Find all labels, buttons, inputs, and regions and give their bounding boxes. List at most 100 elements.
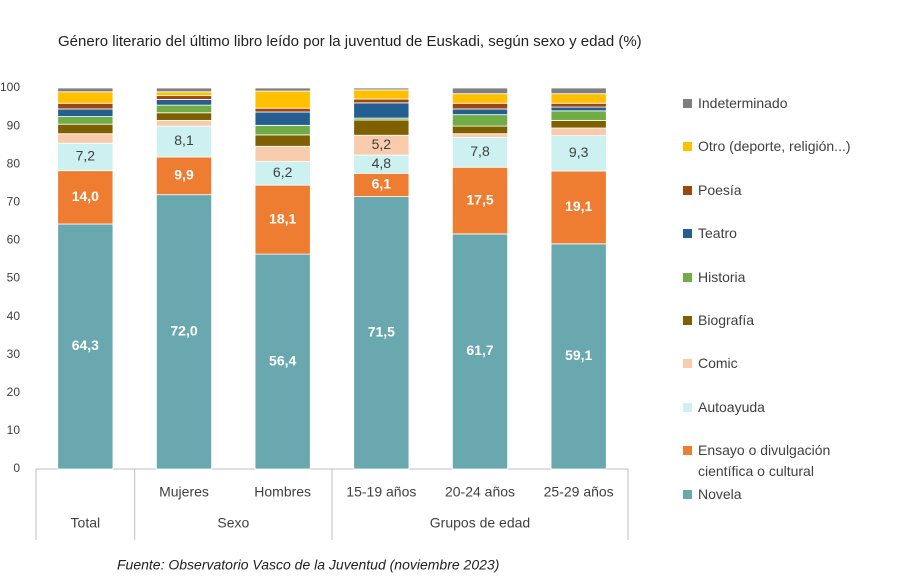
bar-segment: [550, 102, 607, 108]
source-note: Fuente: Observatorio Vasco de la Juventu…: [117, 557, 499, 573]
bar-segment: [254, 124, 311, 136]
legend-swatch: [683, 316, 692, 325]
bar-segment: [155, 99, 213, 106]
bar-segment: [57, 123, 114, 135]
x-tick-label: 15-19 años: [346, 484, 416, 500]
bar-segment: [353, 89, 410, 100]
bar-segment: [155, 112, 213, 121]
group-label: Total: [71, 515, 101, 531]
legend-label: Teatro: [698, 225, 737, 242]
bar-segment: [254, 134, 311, 147]
bar-segment: [550, 135, 607, 172]
bar-segment: [57, 170, 114, 225]
data-label: 6,2: [273, 164, 293, 180]
legend-swatch: [683, 229, 692, 239]
bar-segment: [254, 87, 311, 92]
data-label: 8,1: [174, 132, 194, 148]
legend-swatch: [683, 489, 692, 499]
legend-item: Historia: [683, 267, 883, 288]
group-label: Sexo: [217, 515, 249, 531]
bar-segment: [451, 114, 509, 127]
bar-segment: [57, 133, 114, 144]
bar-segment: [155, 95, 213, 100]
bar-segment: [155, 194, 213, 470]
data-label: 7,2: [76, 148, 96, 164]
bar-segment: [550, 243, 607, 470]
legend-swatch: [683, 402, 692, 412]
bar-segment: [550, 170, 607, 245]
bar-segment: [451, 102, 509, 110]
bar-segment: [451, 93, 509, 104]
data-label: 14,0: [72, 188, 99, 204]
data-label: 59,1: [565, 347, 592, 363]
data-label: 6,1: [372, 176, 392, 192]
legend-label: Otro (deporte, religión...): [698, 138, 851, 155]
bar-segment: [57, 108, 114, 117]
bar-segment: [155, 156, 213, 196]
bar-segment: [254, 253, 311, 470]
legend-label: Historia: [698, 268, 746, 285]
bar-segment: [451, 87, 509, 95]
bar-segment: [254, 145, 311, 162]
bar-segment: [155, 104, 213, 114]
legend-label: Ensayo o divulgación científica o cultur…: [698, 442, 831, 480]
legend-swatch: [683, 359, 692, 369]
legend-swatch: [683, 142, 692, 152]
y-tick-label: 60: [7, 233, 21, 247]
data-label: 64,3: [72, 337, 99, 353]
legend-label: Biografía: [698, 312, 755, 328]
bar-segment: [550, 119, 607, 129]
y-tick-label: 50: [7, 271, 21, 285]
bar-segment: [451, 125, 509, 135]
bar-segment: [155, 119, 213, 127]
bar-segment: [57, 223, 114, 470]
bar-segment: [57, 87, 114, 93]
legend-label: Autoayuda: [698, 398, 765, 415]
legend-swatch: [683, 185, 692, 195]
data-label: 61,7: [466, 342, 493, 358]
bar-segment: [451, 233, 509, 470]
bar-segment: [451, 137, 509, 168]
bar-segment: [451, 108, 509, 116]
data-label: 71,5: [368, 323, 395, 339]
data-label: 56,4: [269, 352, 296, 368]
bar-segment: [451, 166, 509, 235]
legend-item: Comic: [683, 353, 883, 374]
bar-segment: [353, 196, 410, 470]
bar-segment: [550, 106, 607, 112]
x-tick-label: 25-29 años: [544, 484, 614, 500]
y-tick-label: 90: [7, 118, 21, 132]
legend-label: Indeterminado: [698, 95, 788, 111]
data-label: 17,5: [466, 191, 493, 207]
bar-segment: [57, 102, 114, 110]
y-tick-label: 10: [7, 423, 21, 437]
bar-segment: [550, 87, 607, 95]
data-label: 5,2: [372, 136, 392, 152]
legend-swatch: [683, 99, 692, 108]
bar-segment: [353, 98, 410, 104]
bar-segment: [451, 133, 509, 138]
bar-segment: [254, 90, 311, 109]
bar-segment: [155, 87, 213, 93]
legend-item: Ensayo o divulgación científica o cultur…: [683, 440, 883, 482]
data-label: 9,9: [174, 167, 194, 183]
bar-segment: [57, 142, 114, 172]
legend-item: Novela: [683, 484, 883, 505]
data-label: 4,8: [372, 155, 392, 171]
bar-segment: [550, 110, 607, 121]
bar-segment: [254, 107, 311, 113]
y-tick-label: 40: [7, 309, 21, 323]
legend-swatch: [683, 272, 692, 282]
legend-item: Indeterminado: [683, 93, 883, 114]
y-tick-label: 70: [7, 194, 21, 208]
y-tick-label: 80: [7, 156, 21, 170]
bar-segment: [57, 116, 114, 125]
data-label: 7,8: [470, 143, 490, 159]
bar-segment: [254, 184, 311, 255]
legend-label: Comic: [698, 355, 738, 372]
bar-segment: [155, 91, 213, 97]
y-tick-label: 100: [0, 80, 20, 94]
data-label: 19,1: [565, 198, 592, 214]
